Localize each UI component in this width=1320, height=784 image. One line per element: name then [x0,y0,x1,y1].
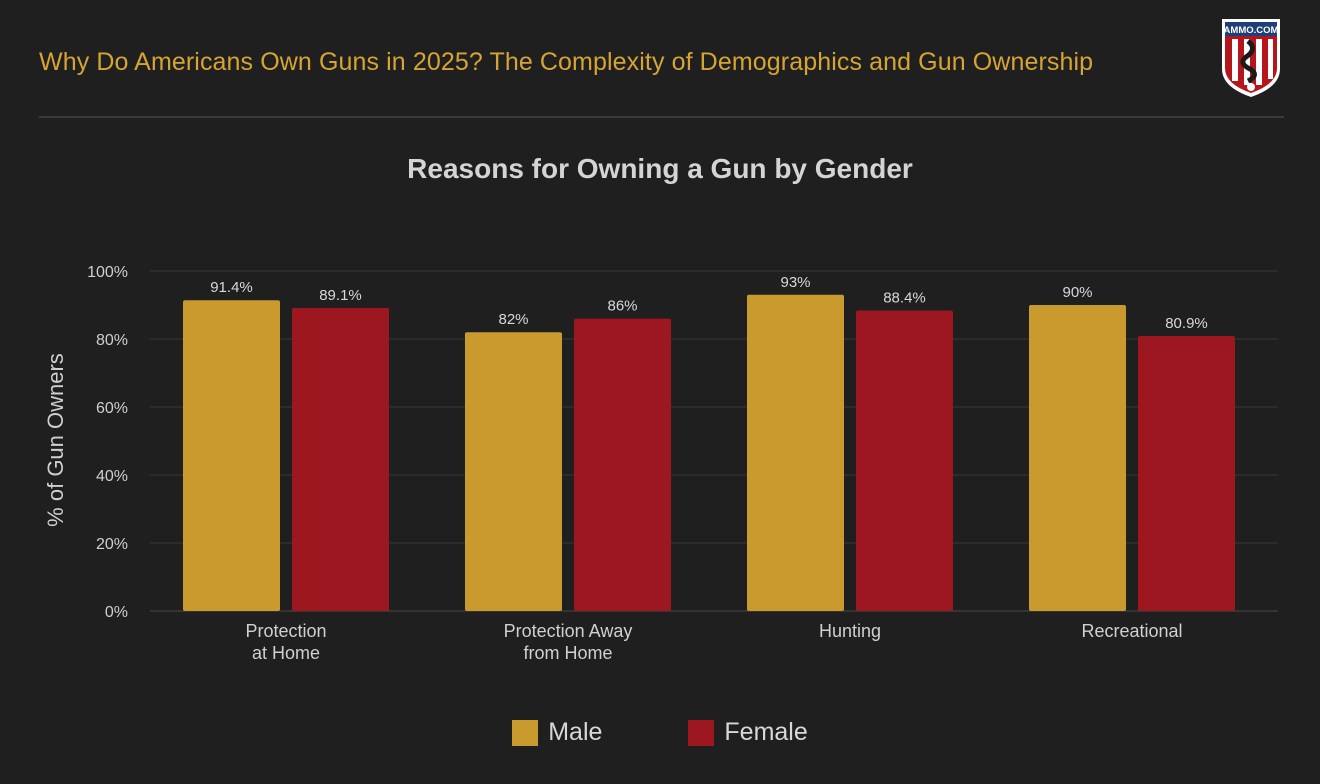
data-label-female: 89.1% [319,287,362,304]
x-tick-label: Recreational [1081,621,1182,641]
legend-item-male: Male [512,718,602,747]
bar-male [183,300,280,611]
page-title: Why Do Americans Own Guns in 2025? The C… [39,48,1094,76]
bar-male [747,294,844,611]
bar-female [574,318,671,611]
data-label-male: 82% [498,311,528,328]
bar-male [1029,305,1126,611]
x-tick-label: from Home [523,643,612,663]
y-tick-label: 20% [96,536,128,553]
data-label-male: 90% [1062,284,1092,301]
bar-male [465,332,562,611]
data-label-male: 93% [780,274,810,291]
y-tick-label: 100% [87,264,128,281]
bar-female [856,310,953,611]
y-tick-label: 80% [96,332,128,349]
svg-text:AMMO.COM: AMMO.COM [1224,25,1279,36]
legend-swatch-male [512,719,539,746]
data-label-female: 80.9% [1165,315,1208,332]
legend-label-female: Female [724,718,808,746]
legend: Male Female [0,718,1320,747]
legend-swatch-female [688,719,715,746]
data-label-male: 91.4% [210,279,253,296]
bar-female [292,308,389,611]
x-tick-label: Protection Away [504,621,633,641]
bar-chart: 0% 20% 40% 60% 80% 100% 91.4% 89.1% Protectionat… [87,264,1278,663]
legend-item-female: Female [688,718,808,747]
y-tick-label: 0% [105,604,128,621]
x-tick-label: Hunting [819,621,881,641]
x-tick-label: at Home [252,643,320,663]
ammo-logo: AMMO.COM [1222,19,1280,97]
data-label-female: 86% [607,298,637,315]
bar-female [1138,335,1235,611]
y-tick-label: 40% [96,468,128,485]
data-label-female: 88.4% [883,289,926,306]
y-tick-label: 60% [96,400,128,417]
header-divider [39,116,1284,118]
legend-label-male: Male [548,718,603,746]
x-tick-label: Protection [245,621,326,641]
chart-title: Reasons for Owning a Gun by Gender [407,153,913,184]
